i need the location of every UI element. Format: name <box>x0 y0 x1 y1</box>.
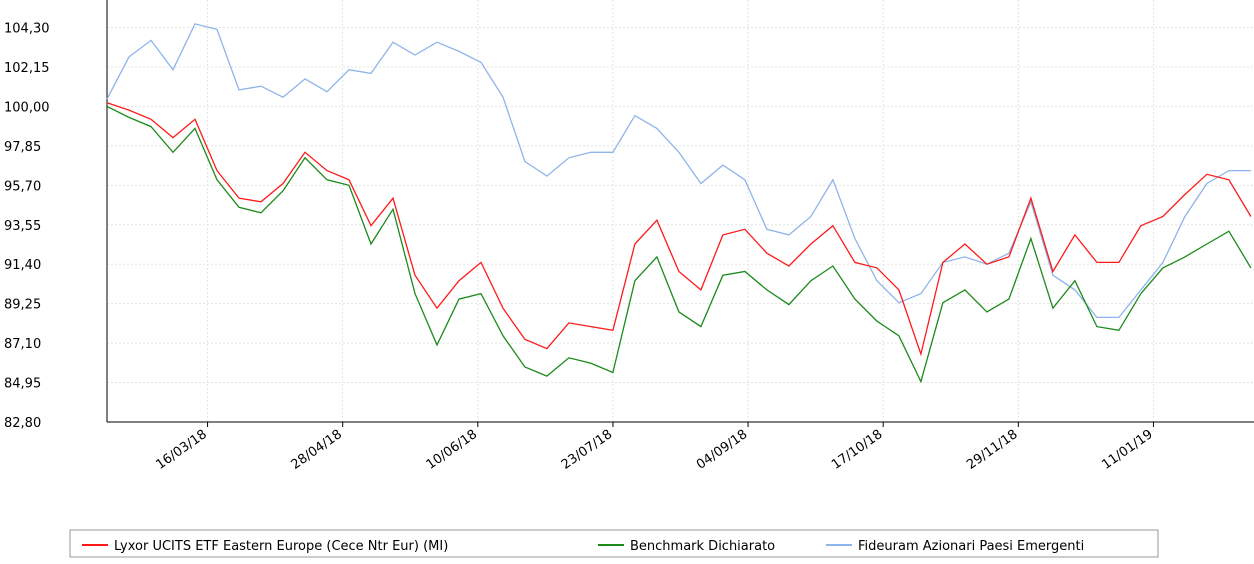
y-tick-label: 95,70 <box>4 179 41 194</box>
y-tick-label: 104,30 <box>4 22 50 37</box>
y-tick-label: 100,00 <box>4 100 50 115</box>
y-tick-label: 84,95 <box>4 377 41 392</box>
x-tick-label: 23/07/18 <box>559 427 615 473</box>
series-line <box>106 102 1252 357</box>
x-tick-label: 29/11/18 <box>964 427 1020 473</box>
series-line <box>106 23 1251 319</box>
y-tick-label: 93,55 <box>4 219 41 234</box>
y-tick-label: 91,40 <box>4 258 41 273</box>
y-tick-label: 97,85 <box>4 140 41 155</box>
x-tick-label: 11/01/19 <box>1099 427 1155 473</box>
x-tick-label: 04/09/18 <box>694 427 750 473</box>
y-tick-label: 87,10 <box>4 337 41 352</box>
x-tick-label: 17/10/18 <box>829 427 885 473</box>
x-tick-label: 16/03/18 <box>153 427 209 473</box>
legend-label: Fideuram Azionari Paesi Emergenti <box>858 539 1084 554</box>
legend-label: Benchmark Dichiarato <box>630 539 775 554</box>
x-tick-label: 28/04/18 <box>289 427 345 473</box>
legend-label: Lyxor UCITS ETF Eastern Europe (Cece Ntr… <box>114 539 448 554</box>
y-tick-label: 102,15 <box>4 61 50 76</box>
legend-box <box>69 529 1159 558</box>
y-tick-label: 89,25 <box>4 298 41 313</box>
x-tick-label: 10/06/18 <box>424 427 480 473</box>
series-line <box>106 105 1252 384</box>
y-tick-label: 82,80 <box>4 416 41 431</box>
